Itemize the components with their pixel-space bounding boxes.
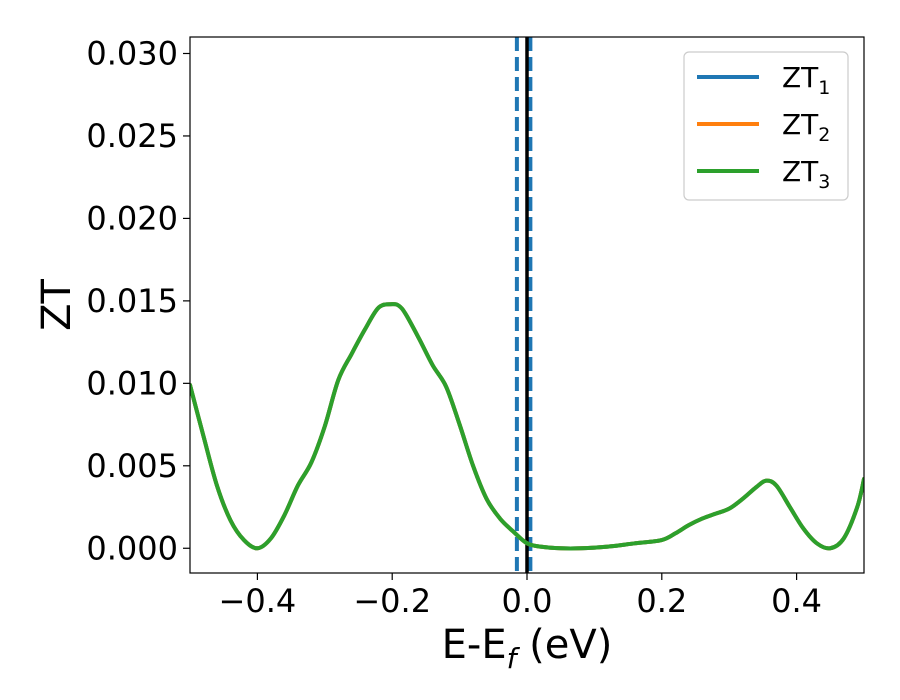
series-line-3 [190,302,864,551]
x-tick-label: 0.4 [771,582,822,620]
x-tick-label: 0.0 [502,582,553,620]
reference-lines [514,37,533,573]
legend: ZT1 ZT2 ZT3 [683,51,849,201]
legend-label-2: ZT2 [782,108,830,146]
y-tick-label: 0.025 [86,117,178,155]
y-tick-label: 0.000 [86,529,178,567]
y-tick-label: 0.030 [86,34,178,72]
x-tick-label: 0.2 [636,582,687,620]
legend-label-1: ZT1 [782,61,830,99]
x-axis-label: E-Ef (eV) [442,622,613,675]
y-tick-label: 0.005 [86,447,178,485]
y-tick-label: 0.020 [86,199,178,237]
y-tick-label: 0.010 [86,364,178,402]
x-tick-label: −0.2 [353,582,431,620]
legend-label-3: ZT3 [782,155,830,193]
series-lines [190,302,864,551]
x-axis: −0.4 −0.2 0.0 0.2 0.4 [219,573,822,620]
x-tick-label: −0.4 [219,582,297,620]
y-axis-label: ZT [34,279,80,331]
y-axis: 0.000 0.005 0.010 0.015 0.020 0.025 0.030 [86,34,190,567]
y-tick-label: 0.015 [86,282,178,320]
legend-box [683,51,849,201]
